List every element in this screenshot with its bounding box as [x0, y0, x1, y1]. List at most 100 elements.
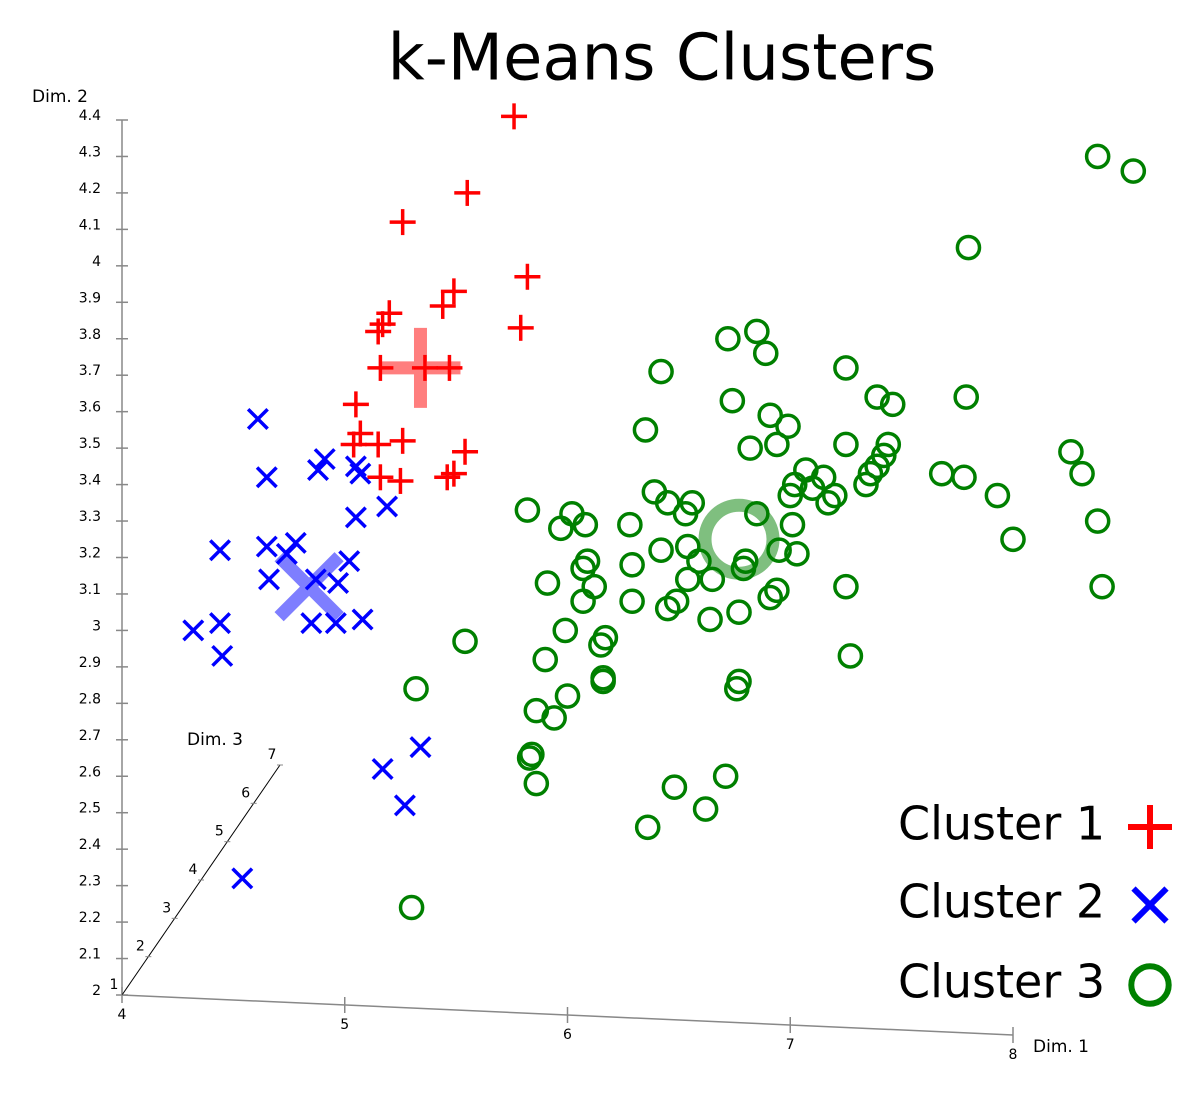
point [879, 391, 906, 418]
point [672, 500, 699, 527]
point-stroke [951, 464, 977, 491]
point-stroke [654, 490, 681, 516]
point [752, 340, 779, 367]
point [344, 506, 367, 529]
point-stroke [757, 584, 784, 611]
point-stroke [674, 533, 701, 560]
point [313, 448, 336, 471]
point-stroke [300, 612, 323, 635]
point-stroke [726, 599, 752, 625]
point [951, 464, 977, 491]
y-tick-label: 4.2 [79, 181, 101, 197]
point [552, 617, 579, 644]
point-stroke [581, 573, 608, 600]
point [833, 355, 859, 381]
point-stroke [864, 384, 890, 410]
centroid [274, 552, 344, 622]
point [255, 466, 278, 489]
point-stroke [570, 555, 596, 582]
point-stroke [744, 318, 770, 345]
point-stroke [371, 757, 394, 780]
point-stroke [324, 612, 347, 635]
point [514, 497, 541, 523]
point [534, 570, 561, 596]
point [519, 741, 545, 768]
point [619, 551, 645, 578]
z-axis-label: Dim. 3 [187, 730, 243, 750]
point [1084, 143, 1111, 170]
x-tick-label: 8 [1009, 1047, 1018, 1063]
point [1000, 526, 1026, 553]
point [376, 495, 399, 518]
legend-marker [1128, 805, 1172, 849]
point-stroke [634, 814, 661, 841]
point-stroke [1120, 158, 1147, 184]
point-stroke [313, 448, 336, 471]
point-stroke [590, 668, 616, 695]
point-stroke [246, 407, 269, 430]
y-tick-label: 3.4 [79, 473, 101, 489]
point-stroke [209, 539, 231, 562]
point [674, 566, 701, 593]
point-stroke [864, 453, 890, 480]
point [387, 467, 414, 494]
point [617, 511, 643, 538]
point-stroke [393, 794, 416, 817]
point [928, 460, 955, 487]
x-tick-label: 4 [118, 1007, 127, 1023]
point [429, 292, 456, 319]
point-stroke [879, 391, 906, 418]
point [389, 209, 416, 236]
point [182, 619, 205, 642]
point [507, 314, 534, 341]
point-stroke [351, 608, 374, 631]
point [367, 464, 394, 491]
point [674, 533, 701, 560]
point [211, 644, 234, 667]
point [258, 568, 281, 591]
point-stroke [1000, 526, 1026, 553]
y-tick-label: 3.9 [79, 290, 101, 306]
point-stroke [376, 495, 399, 518]
point [371, 757, 394, 780]
y-tick-label: 2.5 [79, 801, 101, 817]
point-stroke [648, 358, 674, 385]
point-stroke [338, 550, 361, 573]
point-stroke [799, 475, 826, 502]
point-stroke [764, 431, 790, 458]
point [231, 867, 254, 890]
y-tick-label: 3 [92, 618, 101, 634]
point-stroke [833, 573, 859, 600]
point-stroke [764, 577, 790, 604]
point [775, 413, 801, 440]
point [523, 770, 550, 797]
point [723, 675, 750, 702]
point-stroke [632, 417, 659, 443]
point-stroke [984, 482, 1011, 509]
x-axis-label: Dim. 1 [1033, 1037, 1089, 1057]
centroid-stroke [698, 498, 780, 580]
point [619, 588, 645, 615]
y-tick-label: 2.4 [79, 837, 101, 853]
point-stroke [588, 632, 614, 658]
point [434, 464, 461, 491]
point [324, 612, 347, 635]
point-stroke [403, 675, 429, 702]
point-stroke [715, 325, 741, 352]
point-stroke [617, 511, 643, 538]
chart-title: k-Means Clusters [388, 22, 937, 96]
z-tick-label: 6 [241, 785, 250, 801]
point [744, 318, 770, 345]
y-tick-label: 4.3 [79, 144, 101, 160]
y-tick-label: 2 [92, 983, 101, 999]
point [726, 599, 752, 625]
legend-label: Cluster 1 [898, 797, 1105, 851]
point-stroke [752, 340, 779, 367]
y-tick-label: 2.9 [79, 655, 101, 671]
point [953, 384, 980, 410]
point [864, 384, 890, 410]
point [532, 646, 559, 673]
point [764, 431, 790, 458]
point [440, 460, 467, 487]
point [389, 427, 416, 454]
